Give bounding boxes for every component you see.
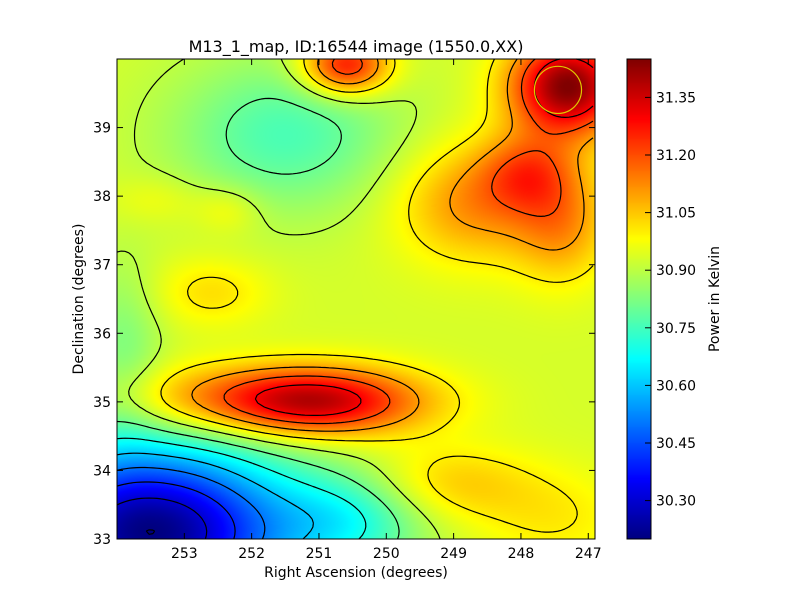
x-tick-label: 253 — [171, 546, 198, 562]
colorbar-tick-label: 30.75 — [656, 321, 696, 337]
source-marker-layer — [533, 65, 583, 115]
plot-frame — [116, 58, 596, 540]
colorbar-tick-label: 30.60 — [656, 378, 696, 394]
y-tick-label: 36 — [93, 326, 111, 342]
source-marker-circle — [533, 65, 583, 115]
colorbar-tick-label: 31.20 — [656, 148, 696, 164]
colorbar-tick-label: 30.45 — [656, 436, 696, 452]
contour-level-30.8 — [116, 97, 400, 540]
colorbar-tick-label: 30.90 — [656, 263, 696, 279]
y-tick-label: 37 — [93, 258, 111, 274]
colorbar-gradient — [627, 59, 651, 539]
colorbar-tick-label: 31.35 — [656, 90, 696, 106]
contour-level-30.7 — [116, 437, 367, 540]
x-tick-label: 251 — [306, 546, 333, 562]
contour-level-30.9 — [116, 58, 441, 540]
heatmap-image — [117, 59, 595, 539]
contour-level-30.5 — [116, 466, 266, 540]
contour-level-30.2 — [145, 529, 156, 535]
contour-lines — [116, 58, 594, 540]
heatmap-area — [117, 59, 595, 539]
y-tick-label: 34 — [93, 463, 111, 479]
x-axis-ticks: 253 252 251 250 249 248 247 — [171, 59, 602, 562]
y-tick-label: 33 — [93, 532, 111, 548]
x-tick-label: 250 — [373, 546, 400, 562]
y-axis-ticks: 33 34 35 36 37 38 39 — [93, 121, 595, 548]
colorbar-ticks: 30.30 30.45 30.60 30.75 30.90 31.05 31.20 31.35 — [645, 90, 696, 510]
y-axis-label: Declination (degrees) — [71, 224, 87, 375]
x-axis-label: Right Ascension (degrees) — [264, 565, 448, 581]
y-tick-label: 38 — [93, 189, 111, 205]
contour-level-30.3 — [116, 497, 208, 540]
colorbar-frame — [626, 58, 652, 540]
contour-level-30.4 — [116, 481, 236, 540]
contour-level-31 — [160, 58, 594, 533]
contour-level-31.1 — [191, 58, 594, 432]
colorbar: 30.30 30.45 30.60 30.75 30.90 31.05 31.20 31.35… — [626, 58, 723, 540]
colorbar-tick-label: 31.05 — [656, 206, 696, 222]
colorbar-tick-label: 30.30 — [656, 494, 696, 510]
x-tick-label: 252 — [238, 546, 265, 562]
contour-level-30.6 — [116, 452, 314, 540]
x-tick-label: 247 — [575, 546, 602, 562]
chart-title: M13_1_map, ID:16544 image (1550.0,XX) — [189, 37, 524, 57]
y-tick-label: 39 — [93, 121, 111, 137]
x-tick-label: 248 — [508, 546, 535, 562]
contour-level-31.2 — [223, 58, 594, 425]
y-tick-label: 35 — [93, 395, 111, 411]
x-tick-label: 249 — [440, 546, 467, 562]
colorbar-label: Power in Kelvin — [707, 246, 723, 352]
